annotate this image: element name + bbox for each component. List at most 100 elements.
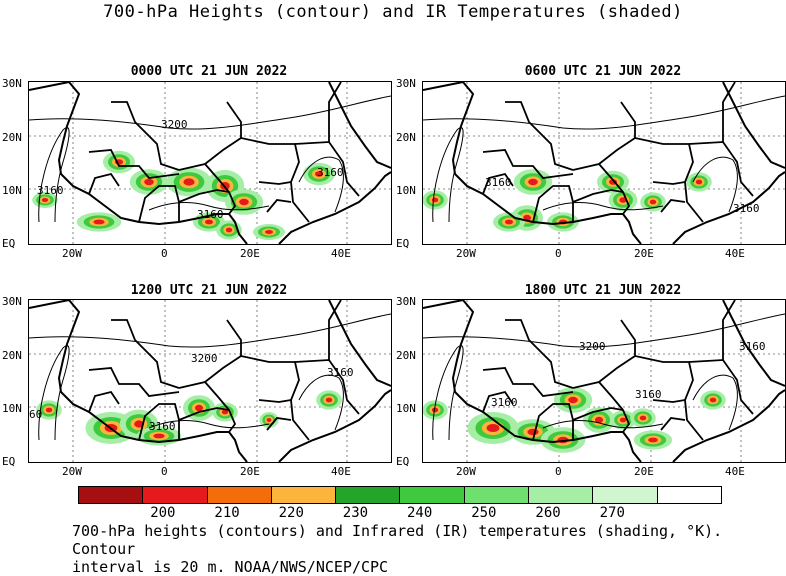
- lon-label-20e: 20E: [240, 465, 260, 478]
- lon-label-20w: 20W: [456, 465, 476, 478]
- country-border: [482, 367, 574, 397]
- country-border: [138, 185, 180, 223]
- contour-label: 3160: [327, 366, 354, 379]
- colorbar-swatch: [593, 487, 658, 503]
- country-border: [88, 172, 120, 195]
- lat-label-20n: 20N: [2, 349, 22, 362]
- lat-label-20n: 20N: [396, 349, 416, 362]
- colorbar-swatch: [400, 487, 465, 503]
- contour-label: 3160: [739, 340, 766, 353]
- height-contour: [542, 202, 664, 211]
- lat-label-20n: 20N: [396, 131, 416, 144]
- caption: 700-hPa heights (contours) and Infrared …: [72, 522, 772, 576]
- country-border: [722, 82, 736, 142]
- colorbar-swatch: [657, 487, 721, 503]
- coastline-north: [29, 300, 391, 387]
- colorbar-swatch: [207, 487, 272, 503]
- panel-title-3: 1200 UTC 21 JUN 2022: [130, 283, 288, 298]
- height-contour: [423, 313, 785, 348]
- contour-label: 3160: [317, 166, 344, 179]
- colorbar-swatch: [336, 487, 401, 503]
- coastline: [451, 300, 785, 462]
- map-panel-1: 3200 3160 3160 3160: [28, 81, 392, 245]
- lat-label-10n: 10N: [2, 184, 22, 197]
- country-border: [88, 149, 180, 179]
- coastline: [57, 82, 391, 244]
- country-border: [258, 399, 292, 403]
- height-contour: [432, 127, 464, 223]
- lon-label-20w: 20W: [62, 247, 82, 260]
- country-border: [266, 417, 292, 431]
- colorbar-swatch: [464, 487, 530, 503]
- coastline-north: [423, 82, 785, 169]
- lat-label-eq: EQ: [2, 455, 16, 468]
- height-contour: [692, 156, 738, 213]
- colorbar-swatch: [79, 487, 144, 503]
- country-border: [240, 355, 310, 441]
- map-graticule: [423, 82, 785, 244]
- ir-cloud-coldest: [239, 198, 249, 206]
- lat-label-10n: 10N: [2, 402, 22, 415]
- country-border: [178, 101, 242, 171]
- colorbar-swatch: [143, 487, 208, 503]
- height-contour: [432, 345, 464, 441]
- lat-label-eq: EQ: [396, 455, 410, 468]
- ir-cloud-coldest: [221, 409, 229, 415]
- ir-shading: [32, 150, 335, 240]
- colorbar-swatch: [529, 487, 594, 503]
- country-border: [88, 390, 120, 413]
- ir-cloud-coldest: [619, 417, 627, 423]
- lon-label-0: 0: [161, 465, 168, 478]
- contour-label: 3160: [733, 202, 760, 215]
- height-contour: [423, 95, 785, 130]
- contour-label: 60: [29, 408, 42, 421]
- country-border: [482, 149, 574, 179]
- ir-cloud-coldest: [265, 230, 273, 234]
- ir-cloud-coldest: [528, 178, 538, 186]
- colorbar-tick-label: 210: [214, 505, 240, 521]
- ir-cloud-coldest: [93, 219, 105, 225]
- country-border: [688, 359, 754, 415]
- country-border: [111, 101, 180, 171]
- colorbar-tick-label: 240: [407, 505, 433, 521]
- country-border: [532, 403, 574, 441]
- country-border: [505, 319, 574, 389]
- contour-label: 3160: [485, 176, 512, 189]
- lon-label-0: 0: [555, 247, 562, 260]
- ir-cloud-coldest: [431, 407, 439, 413]
- ir-cloud-coldest: [619, 197, 627, 203]
- ir-cloud-coldest: [45, 407, 53, 413]
- colorbar-tick-label: 270: [599, 505, 625, 521]
- lon-label-20e: 20E: [634, 465, 654, 478]
- colorbar-tick-label: 250: [471, 505, 497, 521]
- country-border: [652, 181, 686, 185]
- contour-label: 3160: [635, 388, 662, 401]
- lon-label-20e: 20E: [240, 247, 260, 260]
- lon-label-0: 0: [555, 465, 562, 478]
- ir-cloud-coldest: [183, 178, 195, 186]
- lon-label-40e: 40E: [331, 247, 351, 260]
- country-border: [652, 399, 686, 403]
- height-contour: [29, 313, 391, 348]
- height-contour: [148, 420, 270, 429]
- main-title: 700-hPa Heights (contour) and IR Tempera…: [103, 2, 683, 22]
- height-contour: [29, 95, 391, 130]
- ir-cloud-coldest: [266, 418, 272, 422]
- colorbar-tick-label: 260: [535, 505, 561, 521]
- ir-cloud-coldest: [153, 433, 165, 439]
- country-border: [660, 417, 686, 431]
- country-border: [138, 403, 180, 441]
- country-border: [328, 82, 342, 142]
- lon-label-40e: 40E: [331, 465, 351, 478]
- contour-label: 3160: [149, 420, 176, 433]
- colorbar-swatch: [271, 487, 337, 503]
- country-border: [572, 407, 624, 421]
- height-contour: [298, 374, 344, 431]
- lat-label-30n: 30N: [396, 77, 416, 90]
- country-border: [294, 359, 360, 415]
- colorbar-tick-label: 230: [342, 505, 369, 521]
- country-border: [572, 189, 624, 203]
- ir-cloud-coldest: [225, 227, 233, 233]
- country-border: [88, 367, 180, 397]
- height-contour: [542, 420, 664, 429]
